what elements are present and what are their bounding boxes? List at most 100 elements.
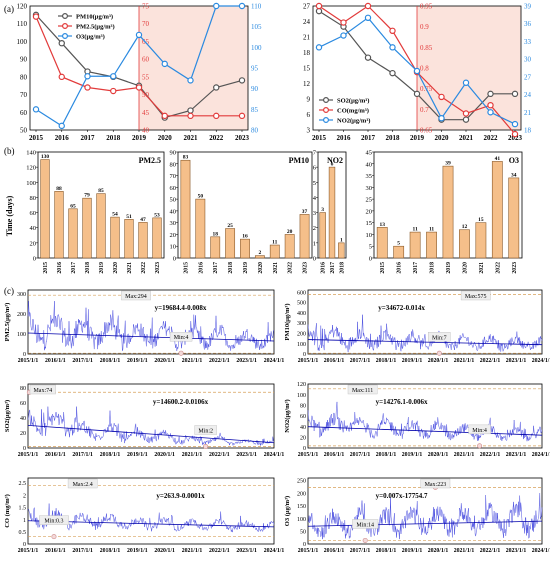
x-tick-label: 2020: [435, 134, 450, 142]
ts-series-line: [307, 493, 543, 540]
max-label-box: [420, 478, 451, 489]
bar-value-label: 11: [413, 227, 418, 233]
bar-y-tick-label: 25: [366, 197, 373, 204]
series-point: [238, 77, 246, 84]
bar: [442, 165, 454, 259]
bar: [124, 219, 134, 259]
bar-value-label: 2: [259, 250, 262, 256]
ts-x-tick-label: 2016/1/1: [324, 452, 345, 458]
min-label-box: [352, 519, 379, 529]
x-tick-label: 2019: [410, 134, 425, 142]
ts-x-tick-label: 2019/1/1: [127, 358, 148, 364]
ts-x-tick-label: 2018/1/1: [376, 548, 397, 554]
bar: [54, 191, 64, 259]
series-point: [364, 14, 372, 22]
right-tick-label: 21: [524, 109, 532, 117]
panel-label-a: (a): [4, 4, 14, 14]
x-tick-label: 2017: [81, 134, 96, 142]
bar: [338, 242, 345, 259]
x-tick-label: 2017: [361, 134, 376, 142]
bar-value-label: 65: [70, 203, 76, 209]
bar-y-tick-label: 20: [366, 208, 373, 215]
legend-marker: [323, 96, 330, 103]
bar-y-tick-label: 140: [26, 150, 36, 157]
ts-y-tick-label: 40: [300, 425, 306, 431]
bar-y-tick-label: 1: [313, 240, 316, 247]
legend-label: CO(mg/m³): [337, 108, 369, 115]
min-marker: [477, 443, 483, 449]
series-point: [364, 54, 372, 61]
ts-y-tick-label: 200: [297, 491, 306, 497]
series-point: [511, 130, 519, 138]
x-tick-label: 2022: [209, 134, 224, 142]
bar: [319, 212, 326, 259]
right-tick-label: 30: [524, 56, 532, 64]
ts-y-tick-label: 150: [297, 504, 306, 510]
ts-x-tick-label: 2021/1/1: [454, 358, 475, 364]
ts-x-tick-label: 2020/1/1: [154, 548, 175, 554]
ts-y-tick-label: 50: [300, 530, 306, 536]
bar: [225, 228, 236, 259]
ts-x-tick-label: 2019/1/1: [402, 452, 423, 458]
left-tick-label: 60: [20, 109, 28, 117]
series-point: [389, 44, 396, 51]
bar-x-tick-label: 2016: [198, 262, 204, 274]
legend-label: PM10(μg/m³): [76, 14, 113, 21]
series-point: [462, 116, 470, 123]
series-point: [161, 112, 168, 120]
bar-x-tick-label: 2017: [413, 262, 419, 274]
ts-series-line: [307, 314, 543, 353]
shaded-region: [417, 6, 521, 130]
bar-x-tick-label: 2023: [155, 262, 161, 274]
ts-x-tick-label: 2019/1/1: [127, 548, 148, 554]
bar-group-o3: 0 5 10 15 20 25 30 35 40 45 13 2015 5 2016 11 2017 11 201…: [366, 150, 523, 274]
ts-x-tick-label: 2018/1/1: [100, 358, 121, 364]
bar-value-label: 47: [140, 217, 146, 223]
right-tick-label: 80: [251, 127, 259, 135]
bar-y-tick-label: 2: [313, 225, 316, 232]
ts-x-tick-label: 2024/1/1: [532, 548, 550, 554]
trend-line: [307, 339, 543, 346]
bar-x-tick-label: 2015: [380, 262, 386, 274]
ts-x-tick-label: 2021/1/1: [454, 452, 475, 458]
series-point: [135, 31, 143, 39]
right-tick-label: 85: [251, 106, 259, 114]
ts-x-tick-label: 2017/1/1: [350, 358, 371, 364]
ts-series-line: [27, 503, 275, 533]
series-point: [487, 90, 494, 98]
bar-x-tick-label: 2018: [339, 262, 345, 274]
bar: [475, 222, 487, 259]
bar-value-label: 11: [272, 240, 277, 246]
ts-y-tick-label: 1.5: [19, 506, 27, 512]
trend-line: [27, 332, 275, 342]
x-tick-label: 2016: [337, 134, 352, 142]
min-label: Min:4: [472, 428, 487, 434]
bar-x-tick-label: 2021: [273, 262, 279, 274]
ts-x-tick-label: 2020/1/1: [154, 452, 175, 458]
bar-value-label: 5: [397, 241, 400, 247]
min-label-box: [428, 332, 451, 342]
left-tick-label: 90: [20, 56, 28, 64]
bar: [508, 177, 520, 259]
bar-x-tick-label: 2015: [183, 262, 189, 274]
legend-marker: [61, 32, 68, 39]
left-tick-label: 18: [303, 49, 311, 57]
bar-group-label: PM2.5: [139, 156, 161, 165]
ts-y-axis-title: PM10(μg/m³): [284, 303, 291, 340]
ts-x-tick-label: 2016/1/1: [45, 358, 66, 364]
min-label: Min:2: [198, 428, 213, 434]
mid-tick-label: 0.65: [420, 127, 433, 135]
bar-x-tick-label: 2020: [462, 262, 468, 274]
series-point: [187, 77, 194, 84]
bar-x-tick-label: 2023: [512, 262, 518, 274]
ts-x-tick-label: 2022/1/1: [209, 548, 230, 554]
ts-y-tick-label: 2: [23, 493, 26, 499]
min-label: Min:14: [356, 522, 374, 528]
bar: [138, 222, 148, 259]
series-point: [110, 87, 117, 95]
panel-a-1: 2015 2016 2017 2018 2019 2020 2021 2022 20233691…: [303, 3, 532, 143]
ts-y-tick-label: 250: [297, 479, 306, 485]
bar-y-tick-label: 70: [170, 173, 177, 180]
series-point: [238, 112, 246, 120]
bar: [409, 231, 421, 259]
